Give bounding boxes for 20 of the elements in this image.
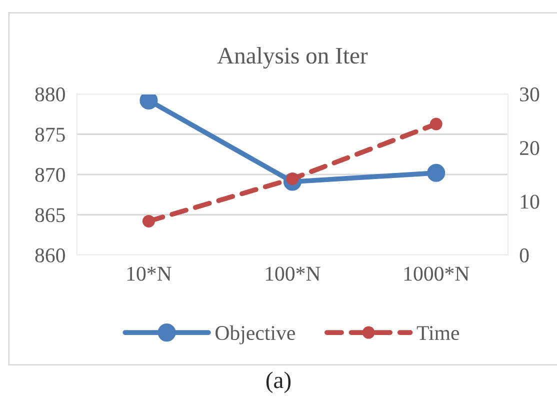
y2-tick-label: 0 <box>520 248 529 262</box>
legend-label: Time <box>416 326 460 340</box>
y-tick-label: 865 <box>35 208 65 222</box>
chart-title: Analysis on Iter <box>217 47 368 69</box>
y-tick-label: 870 <box>35 168 65 182</box>
y2-tick-label: 30 <box>520 87 540 102</box>
y-tick-label: 860 <box>35 248 65 262</box>
point <box>140 94 158 110</box>
y2-tick-label: 10 <box>520 194 540 209</box>
point <box>427 164 446 182</box>
legend-label: Objective <box>216 325 295 344</box>
point <box>142 214 155 228</box>
x-tick-label: 10*N <box>127 266 172 281</box>
x-tick-label: 100*N <box>266 266 320 281</box>
x-tick-label: 1000*N <box>404 266 470 281</box>
point <box>430 118 442 130</box>
y-tick-label: 875 <box>35 128 65 142</box>
y-tick-label: 880 <box>35 87 65 102</box>
text: (a) <box>266 372 291 394</box>
y2-tick-label: 20 <box>520 141 540 156</box>
